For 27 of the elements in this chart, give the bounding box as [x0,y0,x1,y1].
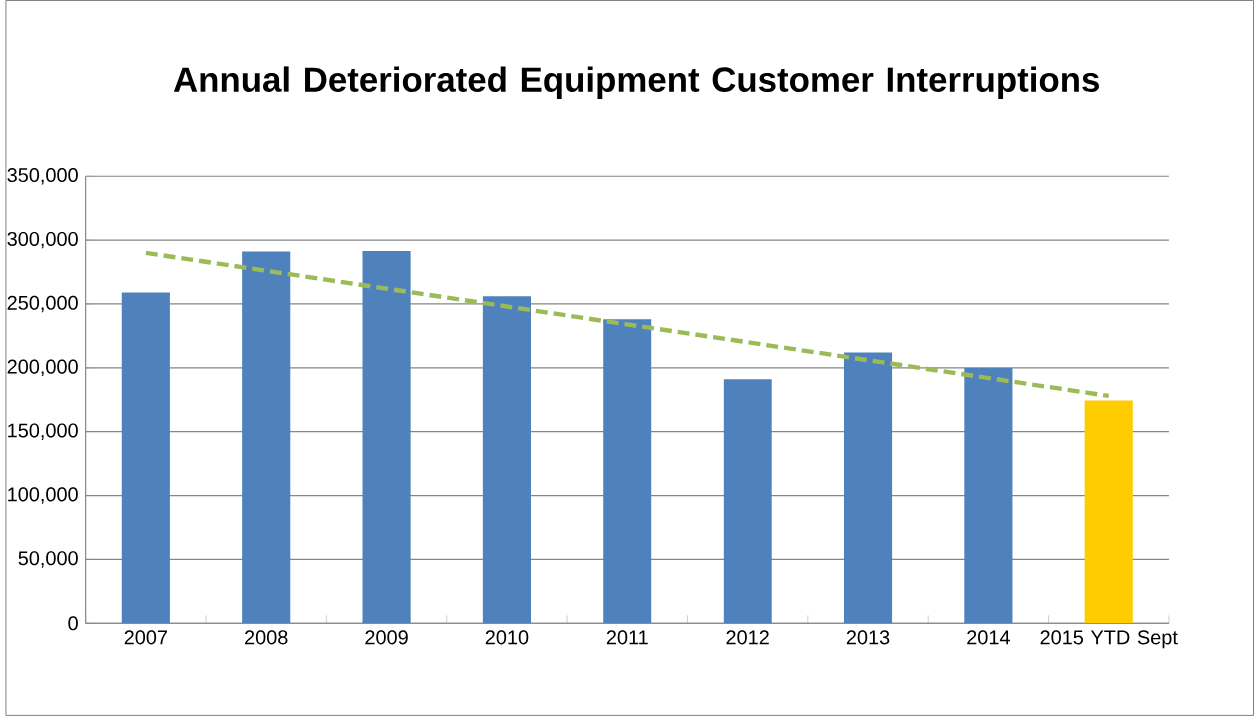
y-tick-label: 100,000 [8,487,78,504]
bar [843,352,893,624]
bar [964,367,1013,624]
y-tick-label: 350,000 [7,168,78,185]
x-tick-label: 2008 [245,630,288,645]
bar [482,296,531,624]
y-tick-label: 50,000 [18,551,78,568]
x-tick-label: 2014 [967,630,1010,645]
bar [362,251,411,624]
x-tick-label: 2012 [726,630,769,645]
bar [723,379,772,624]
bar [242,251,291,624]
x-tick-label: 2010 [485,630,529,645]
bar [121,292,170,624]
y-tick-label: 0 [68,616,78,631]
x-tick-label: 2011 [606,630,648,645]
y-tick-label: 300,000 [7,231,78,249]
x-tick-label: 2007 [124,630,167,645]
x-tick-label: 2013 [846,630,890,645]
x-tick-label: 2015 YTD Sept [1040,630,1178,649]
x-tick-label: 2009 [365,630,408,645]
bar [603,319,652,624]
y-tick-label: 150,000 [8,423,78,440]
chart-title: Annual Deteriorated Equipment Customer Interruptions [173,66,1099,99]
bar [1084,400,1133,624]
y-tick-label: 250,000 [7,295,78,313]
y-tick-label: 200,000 [7,359,78,377]
